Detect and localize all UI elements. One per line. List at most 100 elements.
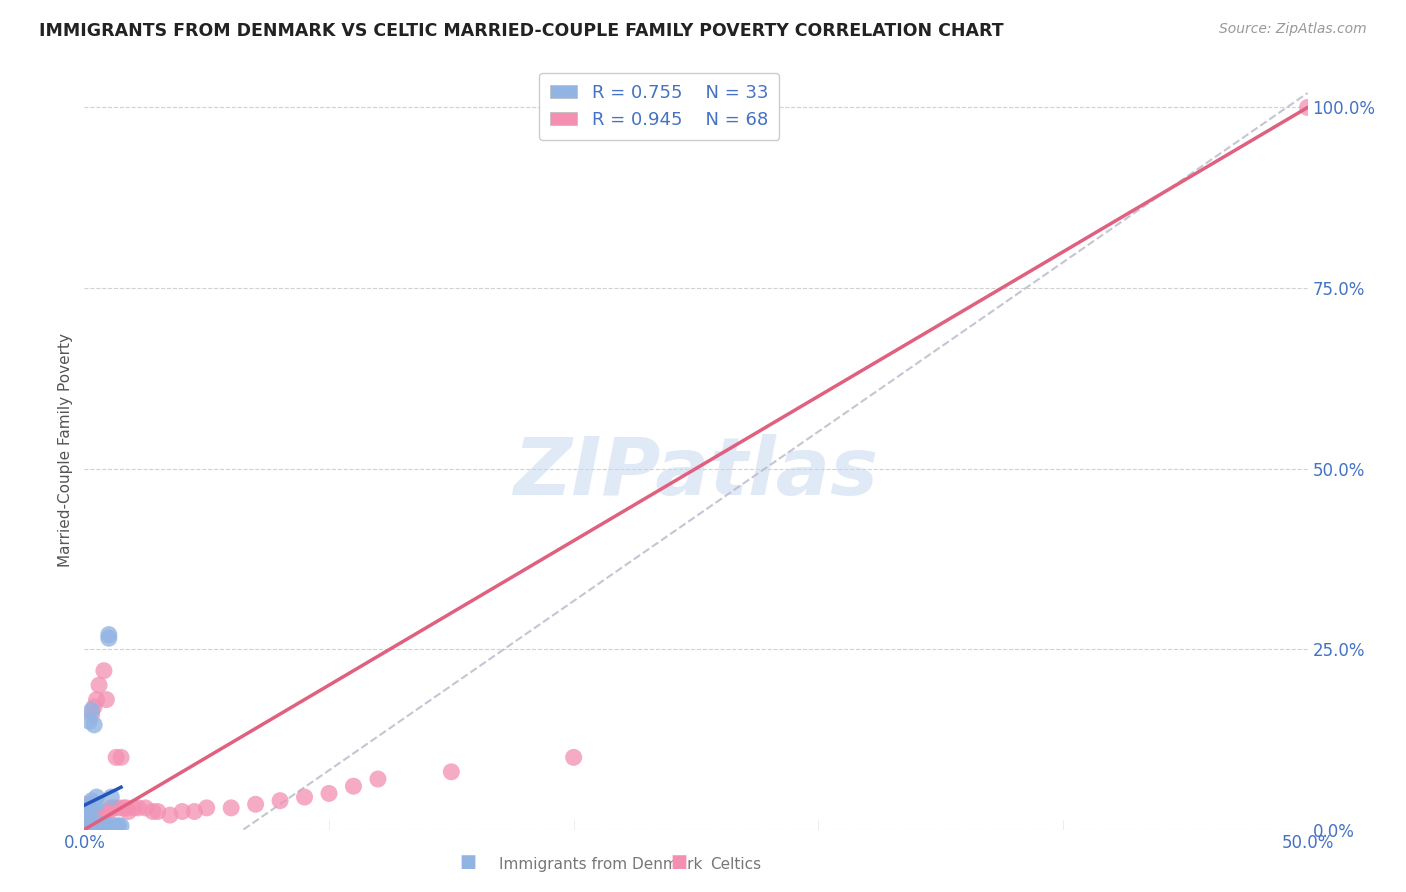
Point xyxy=(86,808,108,822)
Point xyxy=(172,805,194,819)
Point xyxy=(96,805,118,819)
Point xyxy=(73,819,96,833)
Point xyxy=(562,750,585,764)
Point xyxy=(1296,100,1319,114)
Point xyxy=(73,822,96,837)
Point xyxy=(73,821,96,835)
Point xyxy=(73,801,96,815)
Point xyxy=(80,805,103,819)
Point xyxy=(342,779,364,793)
Legend: R = 0.755    N = 33, R = 0.945    N = 68: R = 0.755 N = 33, R = 0.945 N = 68 xyxy=(540,73,779,139)
Text: Celtics: Celtics xyxy=(710,857,761,872)
Point xyxy=(73,814,96,828)
Point xyxy=(90,819,112,833)
Point xyxy=(93,819,115,833)
Point xyxy=(87,678,110,692)
Point xyxy=(87,808,110,822)
Point xyxy=(73,819,96,833)
Point xyxy=(115,801,138,815)
Point xyxy=(100,790,122,805)
Point xyxy=(103,801,125,815)
Point xyxy=(73,805,96,819)
Y-axis label: Married-Couple Family Poverty: Married-Couple Family Poverty xyxy=(58,334,73,567)
Point xyxy=(440,764,463,779)
Point xyxy=(93,664,115,678)
Point xyxy=(107,801,129,815)
Text: ■: ■ xyxy=(460,854,477,871)
Point xyxy=(83,812,105,826)
Point xyxy=(245,797,267,812)
Point xyxy=(103,819,125,833)
Point xyxy=(195,801,218,815)
Point xyxy=(105,819,128,833)
Point xyxy=(110,819,132,833)
Point xyxy=(76,808,98,822)
Point xyxy=(76,797,98,812)
Point xyxy=(183,805,205,819)
Text: Source: ZipAtlas.com: Source: ZipAtlas.com xyxy=(1219,22,1367,37)
Point xyxy=(77,814,100,828)
Point xyxy=(77,819,100,833)
Point xyxy=(97,631,120,645)
Point xyxy=(76,815,98,830)
Point xyxy=(73,812,96,826)
Point xyxy=(86,797,108,812)
Point xyxy=(77,714,100,729)
Point xyxy=(76,812,98,826)
Point xyxy=(86,790,108,805)
Point xyxy=(122,801,145,815)
Point xyxy=(100,801,122,815)
Point xyxy=(107,819,129,833)
Point xyxy=(93,808,115,822)
Point xyxy=(142,805,165,819)
Point xyxy=(112,801,135,815)
Point xyxy=(83,797,105,812)
Point xyxy=(73,817,96,831)
Point xyxy=(73,815,96,830)
Point xyxy=(86,815,108,830)
Point xyxy=(93,819,115,833)
Point xyxy=(76,801,98,815)
Point xyxy=(367,772,389,786)
Point xyxy=(135,801,157,815)
Point xyxy=(76,812,98,826)
Point xyxy=(97,627,120,641)
Point xyxy=(86,692,108,706)
Point xyxy=(219,801,242,815)
Point xyxy=(80,794,103,808)
Point xyxy=(96,692,118,706)
Point xyxy=(80,706,103,721)
Point xyxy=(77,801,100,815)
Point xyxy=(76,812,98,826)
Text: Immigrants from Denmark: Immigrants from Denmark xyxy=(499,857,703,872)
Point xyxy=(83,805,105,819)
Point xyxy=(90,815,112,830)
Text: IMMIGRANTS FROM DENMARK VS CELTIC MARRIED-COUPLE FAMILY POVERTY CORRELATION CHAR: IMMIGRANTS FROM DENMARK VS CELTIC MARRIE… xyxy=(39,22,1004,40)
Text: ZIPatlas: ZIPatlas xyxy=(513,434,879,512)
Point xyxy=(294,790,316,805)
Point xyxy=(76,808,98,822)
Point xyxy=(80,797,103,812)
Point xyxy=(73,815,96,830)
Point xyxy=(76,815,98,830)
Point xyxy=(105,750,128,764)
Point xyxy=(80,815,103,830)
Point xyxy=(83,699,105,714)
Point xyxy=(96,819,118,833)
Point xyxy=(146,805,169,819)
Point xyxy=(80,808,103,822)
Point xyxy=(76,808,98,822)
Point xyxy=(77,817,100,831)
Point xyxy=(269,794,291,808)
Point xyxy=(117,805,139,819)
Point xyxy=(90,819,112,833)
Point xyxy=(87,819,110,833)
Point xyxy=(159,808,181,822)
Point xyxy=(73,819,96,833)
Point xyxy=(97,805,120,819)
Point xyxy=(318,787,340,801)
Point xyxy=(76,819,98,833)
Point xyxy=(83,718,105,732)
Point xyxy=(87,819,110,833)
Point xyxy=(127,801,149,815)
